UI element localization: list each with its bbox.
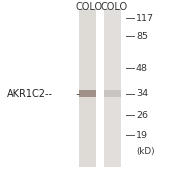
Text: 85: 85 [136,31,148,40]
Text: 48: 48 [136,64,148,73]
Text: (kD): (kD) [136,147,154,156]
Bar [79,90,96,97]
Bar [104,90,122,97]
Text: COLO: COLO [76,2,103,12]
Bar [79,9,96,167]
Text: 19: 19 [136,130,148,140]
Text: 34: 34 [136,89,148,98]
Text: 26: 26 [136,111,148,120]
Text: COLO: COLO [101,2,128,12]
Text: AKR1C2--: AKR1C2-- [7,89,53,99]
Text: 117: 117 [136,14,154,22]
Bar [104,9,122,167]
